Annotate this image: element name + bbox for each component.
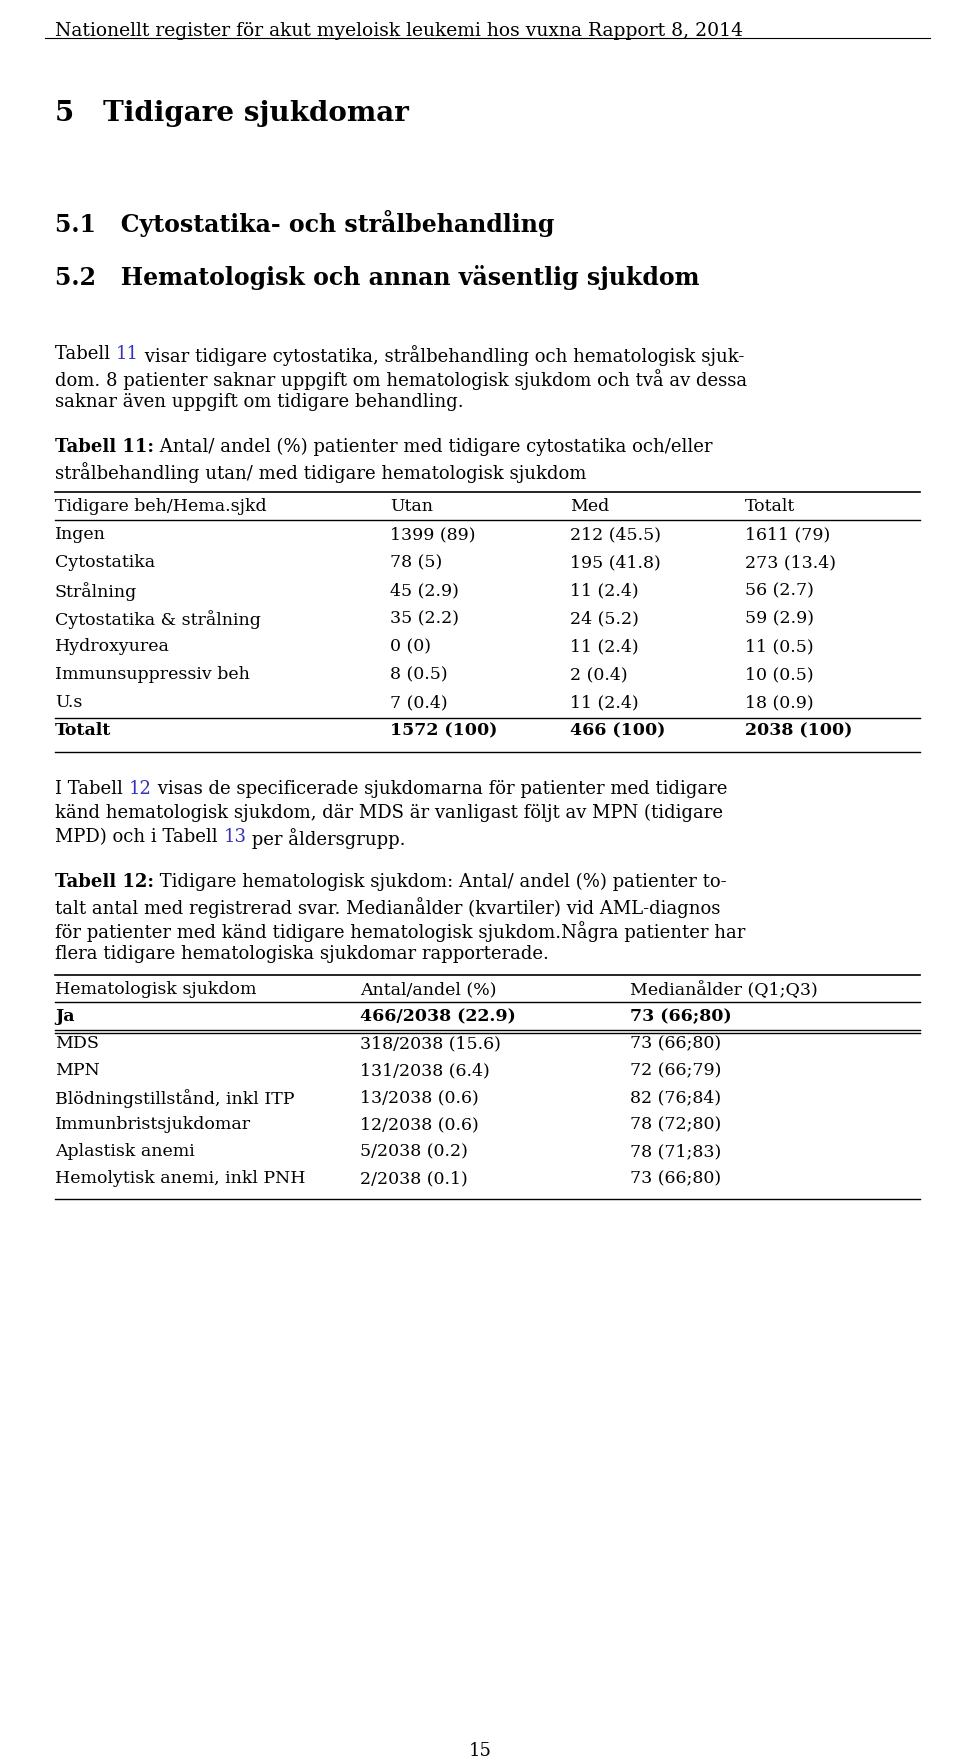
Text: Tabell: Tabell xyxy=(55,345,116,363)
Text: visas de specificerade sjukdomarna för patienter med tidigare: visas de specificerade sjukdomarna för p… xyxy=(152,781,727,798)
Text: 59 (2.9): 59 (2.9) xyxy=(745,610,814,627)
Text: flera tidigare hematologiska sjukdomar rapporterade.: flera tidigare hematologiska sjukdomar r… xyxy=(55,944,549,964)
Text: dom. 8 patienter saknar uppgift om hematologisk sjukdom och två av dessa: dom. 8 patienter saknar uppgift om hemat… xyxy=(55,368,747,389)
Text: 5   Tidigare sjukdomar: 5 Tidigare sjukdomar xyxy=(55,100,409,127)
Text: Cytostatika: Cytostatika xyxy=(55,553,156,571)
Text: Aplastisk anemi: Aplastisk anemi xyxy=(55,1144,195,1159)
Text: 13: 13 xyxy=(224,828,247,846)
Text: 45 (2.9): 45 (2.9) xyxy=(390,581,459,599)
Text: 212 (45.5): 212 (45.5) xyxy=(570,527,661,543)
Text: Hydroxyurea: Hydroxyurea xyxy=(55,638,170,655)
Text: 82 (76;84): 82 (76;84) xyxy=(630,1089,721,1107)
Text: Strålning: Strålning xyxy=(55,581,137,601)
Text: 56 (2.7): 56 (2.7) xyxy=(745,581,814,599)
Text: 11 (2.4): 11 (2.4) xyxy=(570,694,638,712)
Text: 78 (72;80): 78 (72;80) xyxy=(630,1115,721,1133)
Text: 2/2038 (0.1): 2/2038 (0.1) xyxy=(360,1170,468,1188)
Text: Ja: Ja xyxy=(55,1008,75,1025)
Text: Immunbristsjukdomar: Immunbristsjukdomar xyxy=(55,1115,252,1133)
Text: för patienter med känd tidigare hematologisk sjukdom.Några patienter har: för patienter med känd tidigare hematolo… xyxy=(55,922,745,943)
Text: Immunsuppressiv beh: Immunsuppressiv beh xyxy=(55,666,250,684)
Text: 24 (5.2): 24 (5.2) xyxy=(570,610,638,627)
Text: 72 (66;79): 72 (66;79) xyxy=(630,1062,721,1078)
Text: Hematologisk sjukdom: Hematologisk sjukdom xyxy=(55,981,256,997)
Text: 466 (100): 466 (100) xyxy=(570,722,665,738)
Text: känd hematologisk sjukdom, där MDS är vanligast följt av MPN (tidigare: känd hematologisk sjukdom, där MDS är va… xyxy=(55,803,723,823)
Text: 1611 (79): 1611 (79) xyxy=(745,527,830,543)
Text: Cytostatika & strålning: Cytostatika & strålning xyxy=(55,610,261,629)
Text: strålbehandling utan/ med tidigare hematologisk sjukdom: strålbehandling utan/ med tidigare hemat… xyxy=(55,462,587,483)
Text: Ingen: Ingen xyxy=(55,527,106,543)
Text: I Tabell: I Tabell xyxy=(55,781,129,798)
Text: Medianålder (Q1;Q3): Medianålder (Q1;Q3) xyxy=(630,981,818,999)
Text: Tidigare beh/Hema.sjkd: Tidigare beh/Hema.sjkd xyxy=(55,499,267,515)
Text: 12: 12 xyxy=(129,781,152,798)
Text: 12/2038 (0.6): 12/2038 (0.6) xyxy=(360,1115,479,1133)
Text: Antal/andel (%): Antal/andel (%) xyxy=(360,981,496,997)
Text: Antal/ andel (%) patienter med tidigare cytostatika och/eller: Antal/ andel (%) patienter med tidigare … xyxy=(154,439,712,456)
Text: Nationellt register för akut myeloisk leukemi hos vuxna Rapport 8, 2014: Nationellt register för akut myeloisk le… xyxy=(55,21,743,41)
Text: 273 (13.4): 273 (13.4) xyxy=(745,553,836,571)
Text: Tabell 12:: Tabell 12: xyxy=(55,872,154,892)
Text: per åldersgrupp.: per åldersgrupp. xyxy=(247,828,406,849)
Text: 15: 15 xyxy=(468,1743,492,1760)
Text: 78 (71;83): 78 (71;83) xyxy=(630,1144,721,1159)
Text: 73 (66;80): 73 (66;80) xyxy=(630,1008,732,1025)
Text: 2 (0.4): 2 (0.4) xyxy=(570,666,628,684)
Text: 1572 (100): 1572 (100) xyxy=(390,722,497,738)
Text: 195 (41.8): 195 (41.8) xyxy=(570,553,660,571)
Text: 73 (66;80): 73 (66;80) xyxy=(630,1034,721,1052)
Text: 2038 (100): 2038 (100) xyxy=(745,722,852,738)
Text: 11 (2.4): 11 (2.4) xyxy=(570,581,638,599)
Text: MDS: MDS xyxy=(55,1034,99,1052)
Text: 5.1   Cytostatika- och strålbehandling: 5.1 Cytostatika- och strålbehandling xyxy=(55,210,554,238)
Text: Med: Med xyxy=(570,499,610,515)
Text: 11 (0.5): 11 (0.5) xyxy=(745,638,814,655)
Text: 11 (2.4): 11 (2.4) xyxy=(570,638,638,655)
Text: visar tidigare cytostatika, strålbehandling och hematologisk sjuk-: visar tidigare cytostatika, strålbehandl… xyxy=(139,345,744,366)
Text: 0 (0): 0 (0) xyxy=(390,638,431,655)
Text: Hemolytisk anemi, inkl PNH: Hemolytisk anemi, inkl PNH xyxy=(55,1170,305,1188)
Text: 318/2038 (15.6): 318/2038 (15.6) xyxy=(360,1034,501,1052)
Text: 5/2038 (0.2): 5/2038 (0.2) xyxy=(360,1144,468,1159)
Text: 466/2038 (22.9): 466/2038 (22.9) xyxy=(360,1008,516,1025)
Text: 35 (2.2): 35 (2.2) xyxy=(390,610,459,627)
Text: 131/2038 (6.4): 131/2038 (6.4) xyxy=(360,1062,490,1078)
Text: 18 (0.9): 18 (0.9) xyxy=(745,694,814,712)
Text: 10 (0.5): 10 (0.5) xyxy=(745,666,814,684)
Text: Tabell 11:: Tabell 11: xyxy=(55,439,154,456)
Text: 11: 11 xyxy=(116,345,139,363)
Text: Utan: Utan xyxy=(390,499,433,515)
Text: 8 (0.5): 8 (0.5) xyxy=(390,666,447,684)
Text: MPN: MPN xyxy=(55,1062,100,1078)
Text: U.s: U.s xyxy=(55,694,83,712)
Text: MPD) och i Tabell: MPD) och i Tabell xyxy=(55,828,224,846)
Text: 78 (5): 78 (5) xyxy=(390,553,443,571)
Text: 5.2   Hematologisk och annan väsentlig sjukdom: 5.2 Hematologisk och annan väsentlig sju… xyxy=(55,264,700,291)
Text: 7 (0.4): 7 (0.4) xyxy=(390,694,447,712)
Text: 73 (66;80): 73 (66;80) xyxy=(630,1170,721,1188)
Text: Totalt: Totalt xyxy=(745,499,795,515)
Text: Tidigare hematologisk sjukdom: Antal/ andel (%) patienter to-: Tidigare hematologisk sjukdom: Antal/ an… xyxy=(154,872,727,892)
Text: talt antal med registrerad svar. Medianålder (kvartiler) vid AML-diagnos: talt antal med registrerad svar. Medianå… xyxy=(55,897,720,918)
Text: 13/2038 (0.6): 13/2038 (0.6) xyxy=(360,1089,479,1107)
Text: Totalt: Totalt xyxy=(55,722,111,738)
Text: Blödningstillstånd, inkl ITP: Blödningstillstånd, inkl ITP xyxy=(55,1089,295,1108)
Text: saknar även uppgift om tidigare behandling.: saknar även uppgift om tidigare behandli… xyxy=(55,393,464,411)
Text: 1399 (89): 1399 (89) xyxy=(390,527,475,543)
